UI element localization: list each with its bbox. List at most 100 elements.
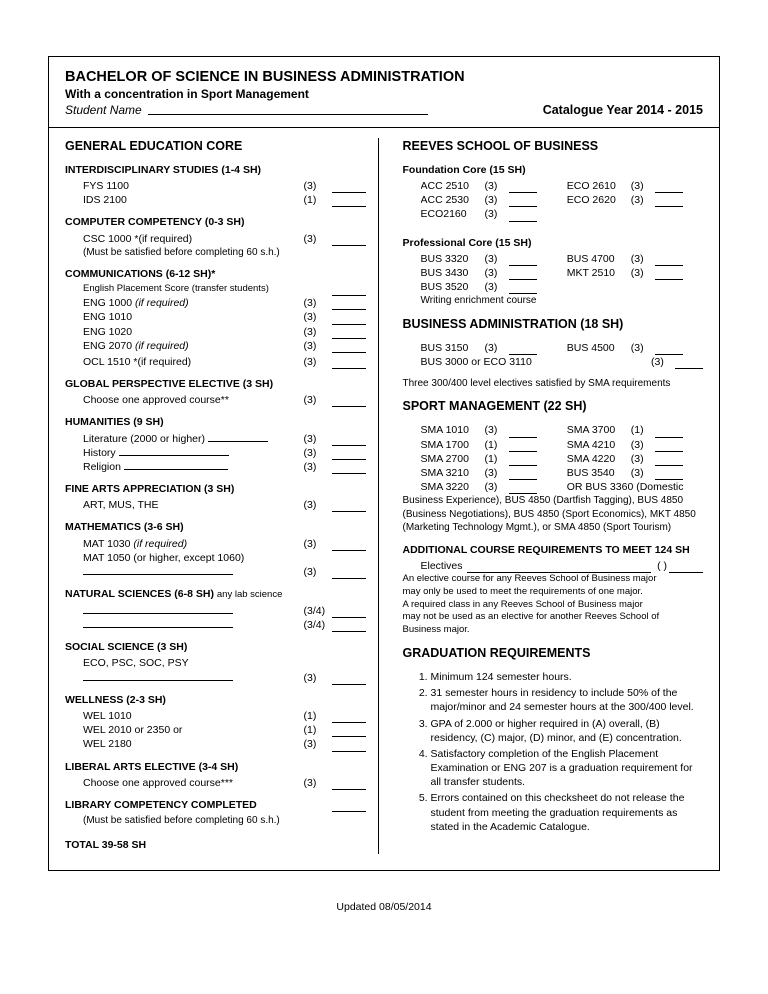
soc-h: SOCIAL SCIENCE (3 SH) bbox=[65, 640, 366, 654]
prof-note: Writing enrichment course bbox=[403, 294, 704, 308]
badm-h: BUSINESS ADMINISTRATION (18 SH) bbox=[403, 316, 704, 333]
grade-blank[interactable] bbox=[332, 315, 366, 325]
grad-2: 31 semester hours in residency to includ… bbox=[431, 686, 704, 714]
nat-h: NATURAL SCIENCES (6-8 SH) any lab scienc… bbox=[65, 587, 366, 602]
grade-blank[interactable] bbox=[332, 397, 366, 407]
grade-blank[interactable] bbox=[332, 436, 366, 446]
grade-blank[interactable] bbox=[509, 183, 537, 193]
row-csc: CSC 1000 *(if required)(3) bbox=[65, 232, 366, 246]
libc-note: (Must be satisfied before completing 60 … bbox=[65, 814, 366, 828]
row-eng2070: ENG 2070 (if required)(3) bbox=[65, 339, 366, 353]
hum-h: HUMANITIES (9 SH) bbox=[65, 415, 366, 429]
grade-blank[interactable] bbox=[509, 442, 537, 452]
grade-blank[interactable] bbox=[509, 256, 537, 266]
grade-blank[interactable] bbox=[332, 502, 366, 512]
grade-blank[interactable] bbox=[332, 727, 366, 737]
course-blank[interactable] bbox=[208, 432, 268, 442]
left-column: GENERAL EDUCATION CORE INTERDISCIPLINARY… bbox=[65, 138, 379, 854]
grade-blank[interactable] bbox=[655, 442, 683, 452]
grade-blank[interactable] bbox=[332, 450, 366, 460]
found-p2: ACC 2530(3) ECO 2620(3) bbox=[403, 193, 704, 207]
prof-p2: BUS 3430(3) MKT 2510(3) bbox=[403, 266, 704, 280]
elective-blank[interactable] bbox=[467, 563, 652, 573]
grade-blank[interactable] bbox=[332, 359, 366, 369]
grad-1: Minimum 124 semester hours. bbox=[431, 670, 704, 684]
grade-blank[interactable] bbox=[332, 780, 366, 790]
course-blank[interactable] bbox=[119, 446, 229, 456]
course-blank[interactable] bbox=[124, 460, 228, 470]
grade-blank[interactable] bbox=[509, 484, 537, 494]
grade-blank[interactable] bbox=[509, 197, 537, 207]
inter-h: INTERDISCIPLINARY STUDIES (1-4 SH) bbox=[65, 163, 366, 177]
grade-blank[interactable] bbox=[332, 541, 366, 551]
concentration: With a concentration in Sport Management bbox=[65, 87, 703, 101]
grade-blank[interactable] bbox=[655, 470, 683, 480]
grade-blank[interactable] bbox=[332, 675, 366, 685]
lib-h: LIBERAL ARTS ELECTIVE (3-4 SH) bbox=[65, 760, 366, 774]
found-p3: ECO2160(3) bbox=[403, 207, 704, 221]
grade-blank[interactable] bbox=[509, 284, 537, 294]
footer-date: Updated 08/05/2014 bbox=[48, 901, 720, 913]
checksheet: BACHELOR OF SCIENCE IN BUSINESS ADMINIST… bbox=[48, 56, 720, 871]
row-ids: IDS 2100(1) bbox=[65, 193, 366, 207]
badm-note: Three 300/400 level electives satisfied … bbox=[403, 377, 704, 391]
grade-blank[interactable] bbox=[655, 428, 683, 438]
course-blank[interactable] bbox=[83, 671, 233, 681]
addl-h: ADDITIONAL COURSE REQUIREMENTS TO MEET 1… bbox=[403, 543, 704, 557]
grade-blank[interactable] bbox=[332, 802, 366, 812]
grade-blank[interactable] bbox=[509, 212, 537, 222]
row-rel: Religion (3) bbox=[65, 460, 366, 474]
grade-blank[interactable] bbox=[509, 428, 537, 438]
row-eps: English Placement Score (transfer studen… bbox=[65, 283, 366, 296]
grade-blank[interactable] bbox=[332, 236, 366, 246]
grade-blank[interactable] bbox=[332, 286, 366, 296]
student-name-input[interactable] bbox=[148, 114, 428, 115]
addl-n2: may only be used to meet the requirement… bbox=[403, 586, 704, 599]
grade-blank[interactable] bbox=[332, 569, 366, 579]
grade-blank[interactable] bbox=[655, 345, 683, 355]
grade-blank[interactable] bbox=[332, 713, 366, 723]
row-soc: ECO, PSC, SOC, PSY bbox=[65, 656, 366, 670]
addl-n4: may not be used as an elective for anoth… bbox=[403, 611, 704, 624]
row-ocl: OCL 1510 *(if required)(3) bbox=[65, 355, 366, 369]
comp-h: COMPUTER COMPETENCY (0-3 SH) bbox=[65, 215, 366, 229]
grade-blank[interactable] bbox=[509, 456, 537, 466]
course-blank[interactable] bbox=[83, 618, 233, 628]
grade-blank[interactable] bbox=[332, 622, 366, 632]
grade-blank[interactable] bbox=[675, 359, 703, 369]
grade-blank[interactable] bbox=[332, 300, 366, 310]
grade-blank[interactable] bbox=[655, 270, 683, 280]
grade-blank[interactable] bbox=[332, 329, 366, 339]
grade-blank[interactable] bbox=[332, 464, 366, 474]
badm-p2: BUS 3000 or ECO 3110 (3) bbox=[403, 355, 704, 369]
grade-blank[interactable] bbox=[509, 270, 537, 280]
grade-blank[interactable] bbox=[332, 608, 366, 618]
course-blank[interactable] bbox=[83, 604, 233, 614]
row-global: Choose one approved course**(3) bbox=[65, 393, 366, 407]
well-h: WELLNESS (2-3 SH) bbox=[65, 693, 366, 707]
grade-blank[interactable] bbox=[509, 470, 537, 480]
grade-blank[interactable] bbox=[655, 183, 683, 193]
grad-5: Errors contained on this checksheet do n… bbox=[431, 791, 704, 834]
sport-note: Business Experience), BUS 4850 (Dartfish… bbox=[403, 494, 704, 535]
grade-blank[interactable] bbox=[655, 456, 683, 466]
grade-blank[interactable] bbox=[332, 183, 366, 193]
grade-blank[interactable] bbox=[669, 563, 703, 573]
row-eng1020: ENG 1020(3) bbox=[65, 325, 366, 339]
grade-blank[interactable] bbox=[655, 256, 683, 266]
course-blank[interactable] bbox=[83, 565, 233, 575]
sport-p4: SMA 3210(3)BUS 3540(3) bbox=[403, 466, 704, 480]
row-eng1000: ENG 1000 (if required)(3) bbox=[65, 296, 366, 310]
row-lit: Literature (2000 or higher) (3) bbox=[65, 432, 366, 446]
sport-p2: SMA 1700(1)SMA 4210(3) bbox=[403, 438, 704, 452]
grade-blank[interactable] bbox=[332, 197, 366, 207]
grade-blank[interactable] bbox=[332, 742, 366, 752]
row-socblank: (3) bbox=[65, 671, 366, 685]
grade-blank[interactable] bbox=[509, 345, 537, 355]
row-mat1030: MAT 1030 (if required)(3) bbox=[65, 537, 366, 551]
grad-4: Satisfactory completion of the English P… bbox=[431, 747, 704, 790]
grade-blank[interactable] bbox=[655, 197, 683, 207]
row-wel1: WEL 1010(1) bbox=[65, 709, 366, 723]
grade-blank[interactable] bbox=[332, 343, 366, 353]
row-fine: ART, MUS, THE(3) bbox=[65, 498, 366, 512]
